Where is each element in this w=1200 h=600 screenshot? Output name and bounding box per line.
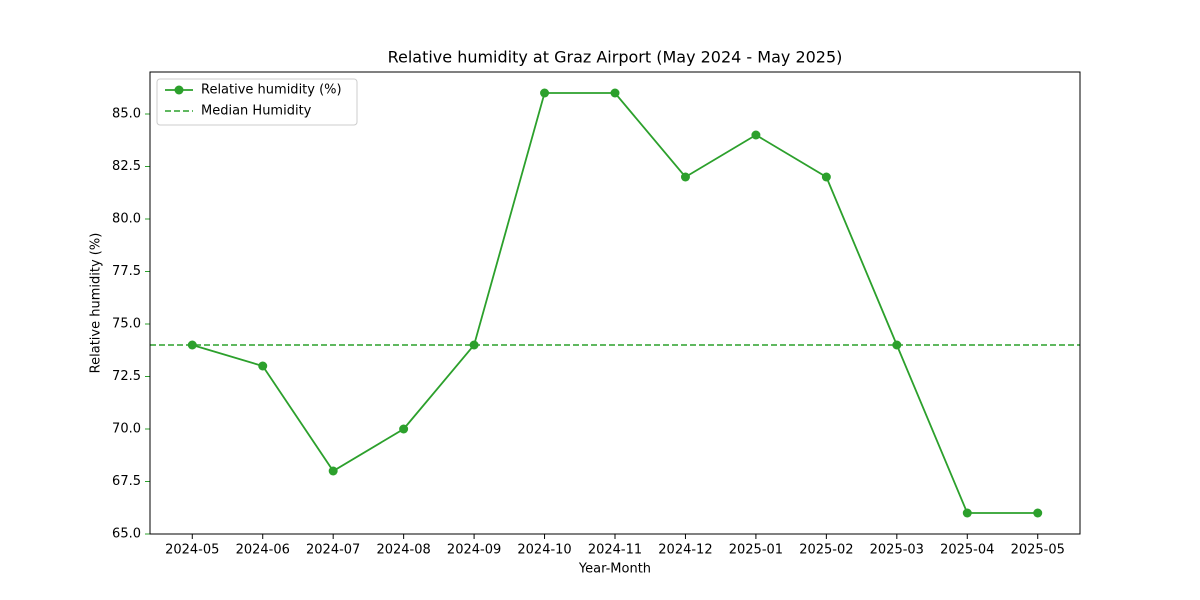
y-axis-label: Relative humidity (%)	[89, 233, 104, 374]
y-tick-label: 67.5	[112, 474, 141, 489]
data-point	[328, 466, 338, 476]
data-point	[258, 361, 268, 371]
x-tick-label: 2024-05	[165, 543, 219, 558]
data-point	[610, 88, 620, 98]
y-tick-label: 75.0	[112, 317, 141, 332]
legend-label: Median Humidity	[201, 104, 312, 119]
x-tick-label: 2024-06	[236, 543, 290, 558]
x-tick-label: 2025-05	[1011, 543, 1065, 558]
legend-box	[156, 78, 358, 126]
y-tick-label: 85.0	[112, 107, 141, 122]
x-tick-label: 2025-03	[870, 543, 924, 558]
data-point	[962, 508, 972, 518]
data-point	[680, 172, 690, 182]
chart-title: Relative humidity at Graz Airport (May 2…	[388, 48, 843, 67]
x-tick-label: 2025-04	[940, 543, 994, 558]
data-point	[892, 340, 902, 350]
data-point	[540, 88, 550, 98]
x-tick-label: 2024-09	[447, 543, 501, 558]
x-tick-label: 2024-08	[376, 543, 430, 558]
y-tick-label: 77.5	[112, 264, 141, 279]
legend-label: Relative humidity (%)	[201, 83, 342, 98]
data-point	[187, 340, 197, 350]
x-tick-label: 2025-02	[799, 543, 853, 558]
y-tick-label: 65.0	[112, 527, 141, 542]
data-point	[821, 172, 831, 182]
x-tick-label: 2025-01	[729, 543, 783, 558]
x-tick-label: 2024-07	[306, 543, 360, 558]
data-point	[751, 130, 761, 140]
x-tick-label: 2024-11	[588, 543, 642, 558]
data-point	[399, 424, 409, 434]
y-tick-label: 70.0	[112, 422, 141, 437]
y-tick-label: 82.5	[112, 159, 141, 174]
y-tick-label: 80.0	[112, 212, 141, 227]
legend-marker	[174, 85, 184, 95]
x-tick-label: 2024-10	[517, 543, 571, 558]
data-point	[469, 340, 479, 350]
x-tick-label: 2024-12	[658, 543, 712, 558]
y-tick-label: 72.5	[112, 369, 141, 384]
data-point	[1033, 508, 1043, 518]
plot-frame	[149, 71, 1081, 535]
x-axis-label: Year-Month	[578, 562, 651, 577]
